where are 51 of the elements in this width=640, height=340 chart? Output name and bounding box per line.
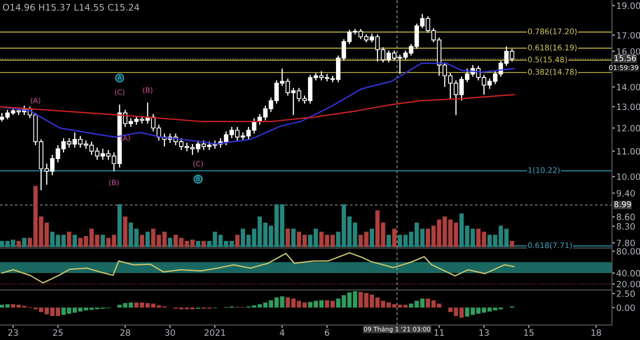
y-tick-label: 40.00 bbox=[616, 270, 640, 276]
bar bbox=[145, 232, 150, 247]
bar bbox=[22, 238, 26, 247]
bar bbox=[117, 204, 122, 247]
bar bbox=[510, 240, 514, 247]
x-tick-label: 25 bbox=[53, 329, 63, 336]
x-tick-label: 11 bbox=[434, 329, 444, 336]
bar bbox=[72, 234, 77, 247]
bar bbox=[291, 228, 296, 247]
line-series bbox=[0, 62, 515, 145]
bar bbox=[286, 228, 290, 247]
x-tick-label: 23 bbox=[8, 329, 18, 336]
y-tick-label: 20.00 bbox=[616, 280, 640, 288]
x-tick-label: 30 bbox=[165, 329, 175, 336]
x-tick-label: 13 bbox=[479, 329, 489, 336]
y-tick-label: 17.00 bbox=[617, 32, 640, 39]
bar bbox=[392, 228, 396, 247]
bar bbox=[140, 234, 144, 247]
bar bbox=[67, 232, 72, 247]
bar bbox=[386, 234, 391, 247]
y-tick-label: 12.00 bbox=[617, 124, 640, 132]
y-tick-label: 19.00 bbox=[617, 2, 640, 9]
y-tick-label: 7.80 bbox=[616, 240, 635, 246]
bar bbox=[100, 234, 105, 247]
bar bbox=[16, 240, 21, 247]
bar bbox=[202, 240, 206, 247]
x-tick-label: 4 bbox=[280, 329, 284, 336]
x-tick-label: 6 bbox=[324, 329, 330, 336]
line-series bbox=[1, 252, 515, 284]
y-tick-label: 16.00 bbox=[617, 48, 640, 55]
y-tick-label: 8.60 bbox=[616, 214, 635, 220]
chart-title: O14.96 H15.37 L14.55 C15.24 bbox=[2, 4, 140, 11]
x-tick-label: 15 bbox=[524, 329, 534, 336]
bar bbox=[235, 234, 240, 247]
x-tick-label: 28 bbox=[120, 329, 130, 336]
bar bbox=[123, 216, 128, 247]
x-tick-label: 2021 bbox=[204, 329, 226, 336]
line-series bbox=[0, 94, 515, 122]
y-tick-label: 9.40 bbox=[616, 190, 635, 196]
y-tick-label: 2.50 bbox=[616, 290, 635, 297]
y-tick-label: 80.00 bbox=[616, 248, 640, 255]
bar bbox=[168, 238, 172, 247]
bar bbox=[370, 228, 374, 247]
bar bbox=[196, 240, 200, 247]
y-tick-label: 0.00 bbox=[616, 304, 635, 311]
y-tick-label: 8.30 bbox=[616, 223, 635, 230]
y-tick-label: 11.00 bbox=[617, 148, 640, 155]
x-tick-label: 18 bbox=[592, 329, 602, 336]
y-tick-label: 14.00 bbox=[617, 84, 640, 90]
y-tick-label: 10.00 bbox=[617, 173, 640, 180]
y-tick-label: 13.00 bbox=[617, 104, 640, 110]
